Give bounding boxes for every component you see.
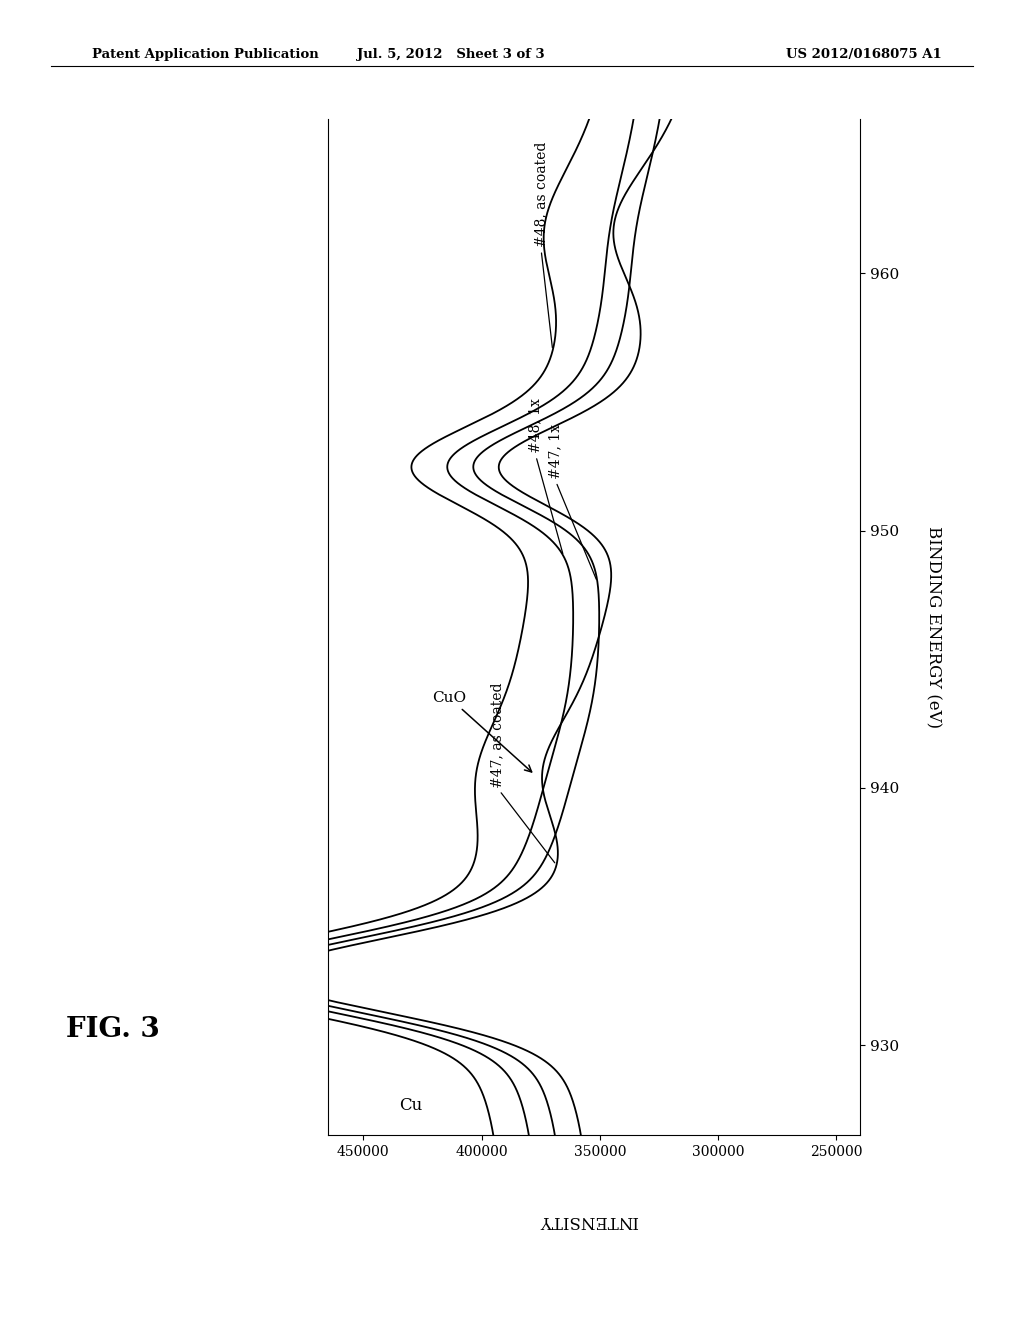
Text: #48, as coated: #48, as coated xyxy=(534,143,552,347)
Text: CuO: CuO xyxy=(432,690,531,772)
Y-axis label: BINDING ENERGY (eV): BINDING ENERGY (eV) xyxy=(924,525,941,729)
Text: #47, 1x: #47, 1x xyxy=(548,424,596,579)
Text: INTENSITY: INTENSITY xyxy=(540,1213,638,1229)
Text: Patent Application Publication: Patent Application Publication xyxy=(92,48,318,61)
Text: US 2012/0168075 A1: US 2012/0168075 A1 xyxy=(786,48,942,61)
Text: #47, as coated: #47, as coated xyxy=(490,682,555,863)
Text: FIG. 3: FIG. 3 xyxy=(66,1016,160,1043)
Text: #48, 1x: #48, 1x xyxy=(528,399,563,553)
Text: Jul. 5, 2012   Sheet 3 of 3: Jul. 5, 2012 Sheet 3 of 3 xyxy=(356,48,545,61)
Text: Cu: Cu xyxy=(399,1097,422,1114)
